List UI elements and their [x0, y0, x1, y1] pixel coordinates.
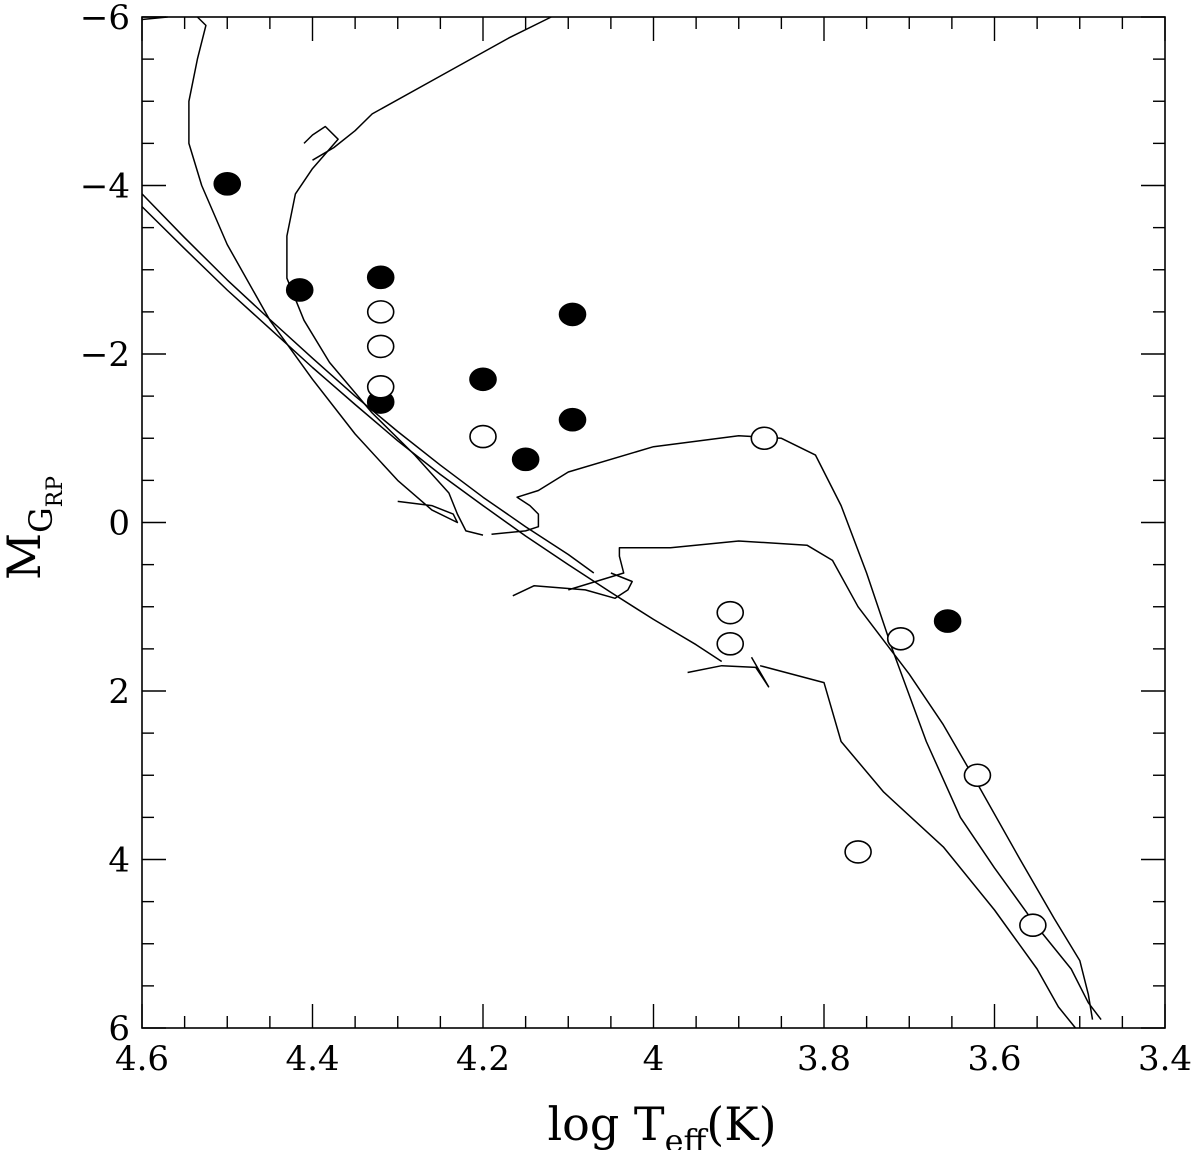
y-tick-label: −6 — [80, 0, 130, 38]
open-point — [844, 840, 872, 864]
isochrone-track — [286, 125, 484, 536]
filled-point — [558, 302, 587, 327]
data-points — [213, 172, 1047, 938]
isochrone-track — [141, 193, 595, 574]
open-point — [469, 424, 497, 449]
x-tick-label: 3.6 — [967, 1039, 1021, 1079]
x-tick-label: 4.6 — [115, 1039, 169, 1079]
y-tick-label: 0 — [108, 504, 130, 544]
isochrone-track — [568, 540, 1094, 1020]
x-axis-label: log Teff(K) — [547, 1097, 776, 1150]
plot-frame — [141, 16, 1166, 1029]
filled-point — [469, 367, 497, 392]
y-tick-label: 2 — [108, 672, 130, 712]
open-point — [716, 600, 745, 625]
filled-point — [933, 609, 962, 633]
isochrone-track — [141, 16, 168, 21]
open-point — [716, 632, 745, 656]
isochrone-track — [512, 572, 633, 600]
y-tick-label: 6 — [108, 1009, 130, 1049]
isochrone-track — [141, 206, 723, 663]
open-point — [963, 763, 992, 788]
x-tick-label: 4.2 — [456, 1039, 510, 1079]
x-tick-label: 4.4 — [285, 1039, 339, 1079]
open-point — [886, 626, 915, 651]
axis-ticks — [141, 16, 1166, 1029]
x-tick-label: 3.4 — [1138, 1039, 1192, 1079]
filled-point — [558, 407, 587, 432]
open-point — [366, 300, 395, 324]
isochrone-track — [491, 434, 1102, 1021]
y-axis-label: MGRP — [0, 476, 68, 580]
y-tick-label: −4 — [80, 167, 130, 207]
x-tick-label: 4 — [643, 1039, 665, 1079]
filled-point — [366, 265, 395, 290]
open-point — [366, 334, 395, 359]
isochrone-track — [188, 16, 459, 524]
evolutionary-tracks — [141, 16, 1102, 1029]
open-point — [1019, 913, 1047, 938]
open-point — [750, 426, 779, 451]
open-point — [366, 375, 395, 399]
isochrone-track — [759, 664, 1077, 1029]
isochrone-track — [312, 16, 552, 161]
y-tick-label: 4 — [108, 841, 130, 881]
y-tick-label: −2 — [80, 335, 130, 375]
filled-point — [511, 447, 540, 472]
tick-labels: 4.6 4.4 4.2 4 3.8 3.6 3.4 6 4 2 0 −2 −4 −6 — [80, 0, 1192, 1079]
plot-border — [141, 16, 1166, 1029]
isochrone-track — [687, 656, 770, 688]
filled-point — [213, 172, 242, 196]
filled-point — [285, 278, 314, 302]
x-tick-label: 3.8 — [797, 1039, 851, 1079]
